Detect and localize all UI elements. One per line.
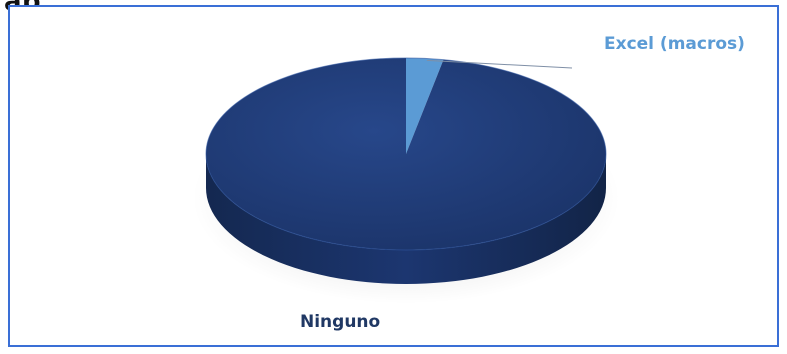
pie-slice-excel-macros xyxy=(406,58,444,154)
pie-slice-ninguno xyxy=(205,58,606,250)
leader-line-excel-macros xyxy=(426,59,573,69)
pie-side-ninguno xyxy=(206,154,606,284)
slice-label-ninguno: Ninguno xyxy=(300,312,381,332)
slice-label-excel-macros: Excel (macros) xyxy=(604,34,745,54)
pie-top-rim xyxy=(205,57,607,251)
